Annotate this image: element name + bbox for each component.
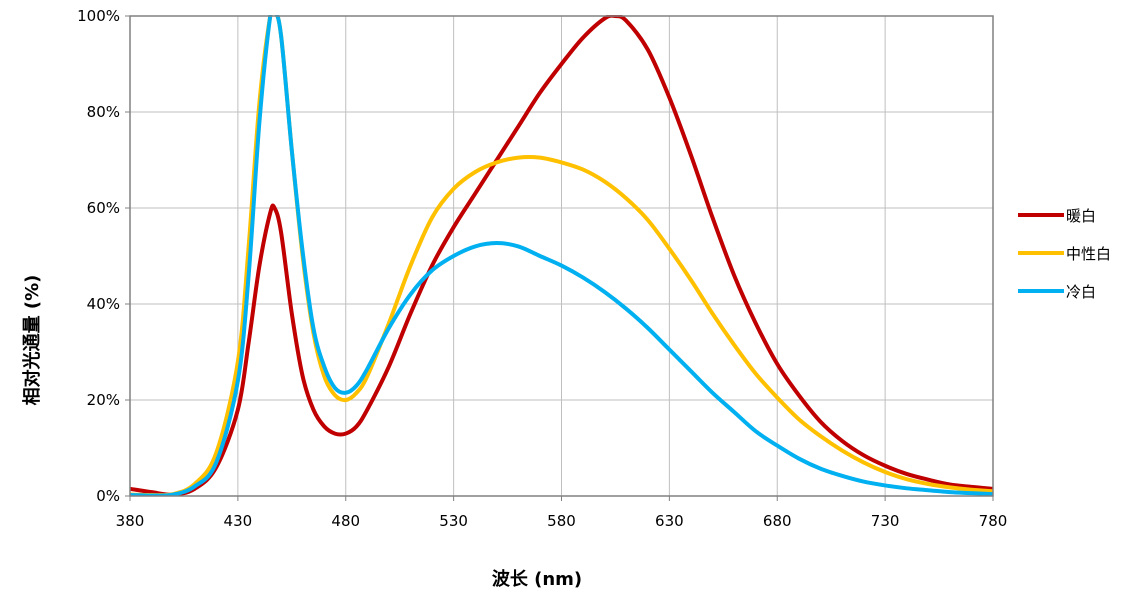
x-tick-label: 380 bbox=[116, 512, 145, 530]
y-tick-labels: 0% 20% 40% 60% 80% 100% bbox=[77, 7, 130, 505]
x-tick-label: 630 bbox=[655, 512, 684, 530]
y-tick-label: 0% bbox=[96, 487, 120, 505]
x-tick-label: 480 bbox=[331, 512, 360, 530]
x-tick-label: 680 bbox=[763, 512, 792, 530]
y-tick-label: 100% bbox=[77, 7, 120, 25]
y-tick-label: 60% bbox=[87, 199, 120, 217]
x-tick-labels: 380 430 480 530 580 630 680 730 780 bbox=[116, 496, 1008, 530]
y-tick-label: 80% bbox=[87, 103, 120, 121]
y-axis-title: 相对光通量 (%) bbox=[21, 275, 43, 406]
y-tick-label: 20% bbox=[87, 391, 120, 409]
x-tick-label: 580 bbox=[547, 512, 576, 530]
x-axis-title: 波长 (nm) bbox=[492, 568, 582, 590]
y-tick-label: 40% bbox=[87, 295, 120, 313]
legend-label: 冷白 bbox=[1066, 283, 1096, 301]
series-line-3 bbox=[130, 15, 993, 496]
series-lines bbox=[130, 15, 993, 496]
x-tick-label: 730 bbox=[871, 512, 900, 530]
x-tick-label: 430 bbox=[224, 512, 253, 530]
x-tick-label: 530 bbox=[439, 512, 468, 530]
legend-label: 中性白 bbox=[1066, 245, 1111, 263]
x-tick-label: 780 bbox=[979, 512, 1008, 530]
legend-label: 暖白 bbox=[1066, 207, 1096, 225]
